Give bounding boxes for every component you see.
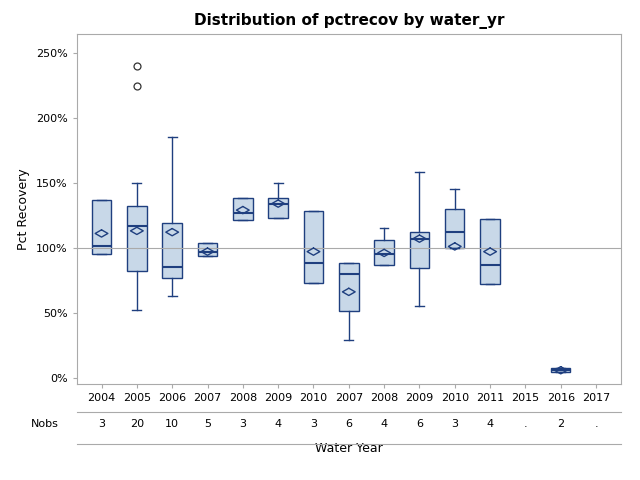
Bar (268, 198, 288, 218)
Text: 10: 10 (165, 420, 179, 429)
Text: 4: 4 (275, 420, 282, 429)
Bar (304, 211, 323, 283)
Bar (410, 232, 429, 268)
Text: 5: 5 (204, 420, 211, 429)
Bar (445, 209, 465, 248)
Text: 4: 4 (381, 420, 388, 429)
Text: 3: 3 (310, 420, 317, 429)
Text: 20: 20 (130, 420, 144, 429)
Y-axis label: Pct Recovery: Pct Recovery (17, 168, 31, 250)
Bar (374, 240, 394, 264)
Bar (233, 198, 253, 220)
Text: 4: 4 (486, 420, 493, 429)
Title: Distribution of pctrecov by water_yr: Distribution of pctrecov by water_yr (193, 13, 504, 29)
Text: 3: 3 (239, 420, 246, 429)
Bar (163, 223, 182, 277)
Text: 6: 6 (346, 420, 352, 429)
Bar (92, 200, 111, 254)
Text: 2: 2 (557, 420, 564, 429)
Text: 3: 3 (451, 420, 458, 429)
Text: .: . (595, 420, 598, 429)
Text: 6: 6 (416, 420, 423, 429)
Bar (339, 264, 358, 312)
Bar (551, 368, 570, 372)
Bar (198, 242, 217, 255)
Text: .: . (524, 420, 527, 429)
Bar (127, 206, 147, 271)
Bar (481, 219, 500, 284)
X-axis label: Water Year: Water Year (315, 442, 383, 455)
Text: 3: 3 (98, 420, 105, 429)
Text: Nobs: Nobs (31, 420, 59, 429)
